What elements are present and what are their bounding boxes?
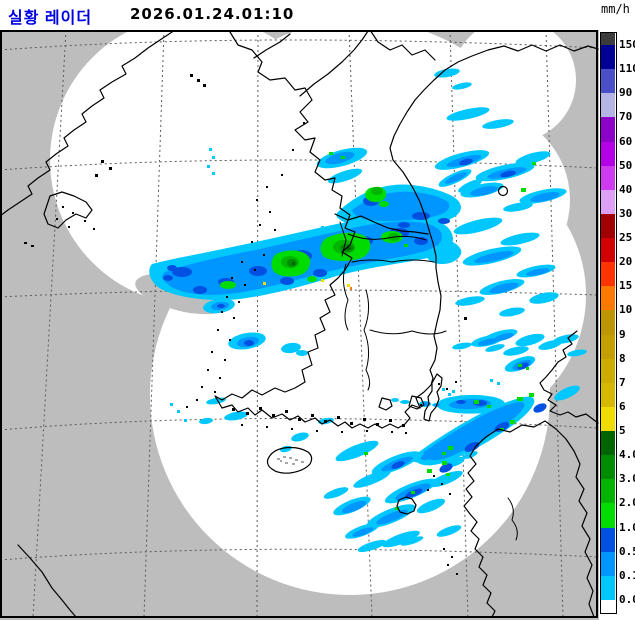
map-frame [0, 30, 598, 618]
colorbar-label: 7 [619, 375, 626, 389]
colorbar-segment [601, 213, 615, 239]
colorbar-label: 70 [619, 110, 633, 124]
colorbar-segment [601, 382, 615, 407]
colorbar-segment [601, 503, 615, 528]
colorbar-segment [601, 358, 615, 383]
radar-map-canvas [0, 15, 599, 620]
precip-green4-layer [292, 247, 351, 265]
colorbar-segment [601, 165, 615, 190]
colorbar-segment [601, 600, 615, 612]
colorbar-label: 0.0 [619, 593, 635, 606]
colorbar-segment [601, 431, 615, 456]
colorbar-segment [601, 69, 615, 94]
colorbar-segment [601, 334, 615, 359]
colorbar-segment [601, 189, 615, 214]
colorbar-segment [601, 455, 615, 480]
colorbar-label: 20 [619, 255, 633, 269]
colorbar-label: 9 [619, 327, 626, 341]
island-specks [24, 74, 467, 575]
colorbar-label: 6 [619, 399, 626, 413]
colorbar-label: 15 [619, 279, 633, 293]
precip-orange-layer [350, 287, 352, 290]
colorbar-label: 0.1 [619, 568, 635, 582]
coastlines [0, 29, 599, 618]
colorbar-label: 10 [619, 303, 633, 317]
colorbar-label: 3.0 [619, 472, 635, 486]
radar-map [0, 15, 599, 620]
colorbar-label: 50 [619, 158, 633, 172]
colorbar-segment [601, 117, 615, 142]
colorbar-label: 1.0 [619, 520, 635, 534]
colorbar-segment [601, 141, 615, 166]
page-title: 실황 레이더 [8, 10, 93, 27]
colorbar-segment [601, 33, 615, 45]
colorbar-segment [601, 575, 615, 600]
colorbar-segment [601, 406, 615, 432]
colorbar-segment [601, 551, 615, 576]
colorbar-label: 5 [619, 424, 626, 438]
colorbar-segment [601, 310, 615, 335]
colorbar-label: 0.5 [619, 544, 635, 558]
colorbar-label: 2.0 [619, 496, 635, 510]
colorbar-segment [601, 93, 615, 118]
colorbar-segment [601, 286, 615, 311]
colorbar-label: 25 [619, 231, 633, 245]
colorbar-segment [601, 527, 615, 552]
colorbar-segment [601, 238, 615, 263]
colorbar-label: 4.0 [619, 448, 635, 462]
observation-timestamp: 2026.01.24.01:10 [130, 5, 295, 23]
colorbar-label: 8 [619, 351, 626, 365]
colorbar-label: 40 [619, 182, 633, 196]
colorbar: 150 110 90 70 60 50 40 30 25 20 15 10 9 8 7 6 5 4.0 3.0 2.0… [600, 0, 635, 620]
colorbar-segment [601, 262, 615, 287]
colorbar-label: 110 [619, 62, 635, 76]
colorbar-label: 30 [619, 206, 633, 220]
colorbar-label: 150 [619, 38, 635, 51]
colorbar-segment [601, 479, 615, 504]
colorbar-label: 90 [619, 86, 633, 100]
colorbar-segment [601, 45, 615, 70]
precip-yellow-layer [263, 279, 350, 287]
unit-label: mm/h [601, 2, 630, 16]
jeju-terrain-speckle [277, 456, 304, 465]
colorbar-outline [600, 32, 617, 614]
colorbar-label: 60 [619, 134, 633, 148]
